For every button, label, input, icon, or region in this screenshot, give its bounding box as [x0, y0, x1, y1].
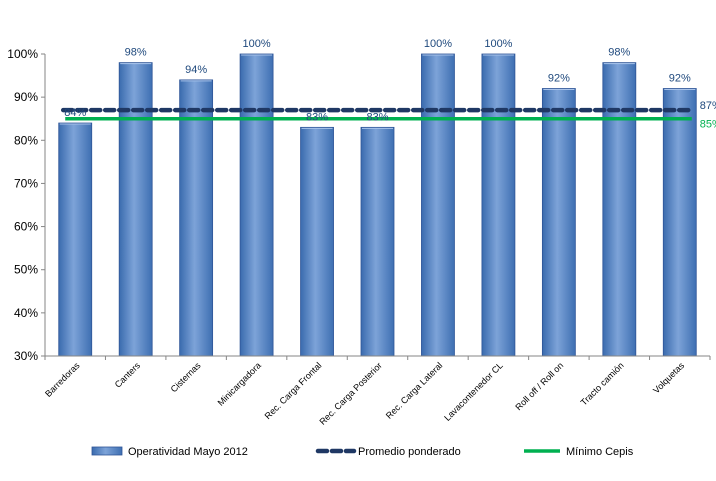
- category-label: Rec. Carga Lateral: [384, 360, 444, 420]
- reference-lines: 87% 85%: [60, 100, 716, 131]
- bar: [239, 53, 274, 357]
- bar: [662, 88, 697, 357]
- category-label: Minicargadora: [216, 360, 263, 407]
- bar-value-label: 84%: [64, 107, 86, 119]
- category-label: Tracto camión: [579, 360, 626, 407]
- bar: [602, 62, 637, 357]
- minimum-line-label: 85%: [700, 119, 716, 131]
- average-line-label: 87%: [700, 100, 716, 112]
- bar: [421, 53, 455, 357]
- data-labels: 84% 98% 94% 100% 83% 83% 100% 100% 92% 98% 92%: [64, 38, 691, 123]
- bar: [360, 126, 395, 357]
- category-label: Lavacontenedor CL: [442, 360, 505, 423]
- bar: [300, 126, 334, 357]
- category-label: Volquetas: [651, 360, 686, 395]
- category-label: Roll off / Roll on: [513, 360, 565, 412]
- y-tick-label: 40%: [14, 306, 38, 320]
- y-tick-label: 50%: [14, 263, 38, 277]
- bar: [541, 88, 576, 357]
- bar-value-label: 100%: [484, 38, 512, 50]
- category-label: Rec. Carga Posterior: [317, 360, 384, 427]
- bar-value-label: 98%: [608, 47, 630, 59]
- category-label: Cisternas: [169, 360, 203, 394]
- bar: [118, 62, 153, 357]
- legend-average-label: Promedio ponderado: [358, 446, 461, 458]
- y-tick-label: 80%: [14, 133, 38, 147]
- bar-value-label: 94%: [185, 64, 207, 76]
- y-tick-label: 90%: [14, 90, 38, 104]
- bar-value-label: 92%: [669, 73, 691, 85]
- legend-bar-swatch: [91, 446, 123, 456]
- y-tick-label: 70%: [14, 176, 38, 190]
- bar: [58, 122, 93, 357]
- bar-value-label: 83%: [306, 111, 328, 123]
- legend-bar-label: Operatividad Mayo 2012: [128, 446, 248, 458]
- legend-minimum-label: Mínimo Cepis: [566, 446, 634, 458]
- bar-value-label: 83%: [366, 111, 388, 123]
- y-axis: 30% 40% 50% 60% 70% 80% 90% 100%: [7, 47, 46, 363]
- category-label: Canters: [113, 360, 143, 390]
- y-tick-label: 30%: [14, 349, 38, 363]
- bars: [58, 53, 697, 357]
- bar-value-label: 100%: [243, 38, 271, 50]
- y-tick-label: 100%: [7, 47, 38, 61]
- legend: Operatividad Mayo 2012 Promedio ponderado…: [91, 446, 634, 458]
- bar-value-label: 92%: [548, 73, 570, 85]
- y-tick-label: 60%: [14, 220, 38, 234]
- bar: [481, 53, 516, 357]
- bar-value-label: 98%: [125, 47, 147, 59]
- x-axis: Barredoras Canters Cisternas Minicargadora R…: [43, 355, 711, 427]
- bar: [179, 79, 214, 357]
- category-label: Barredoras: [43, 360, 82, 399]
- category-label: Rec. Carga Frontal: [263, 360, 324, 421]
- bar-value-label: 100%: [424, 38, 452, 50]
